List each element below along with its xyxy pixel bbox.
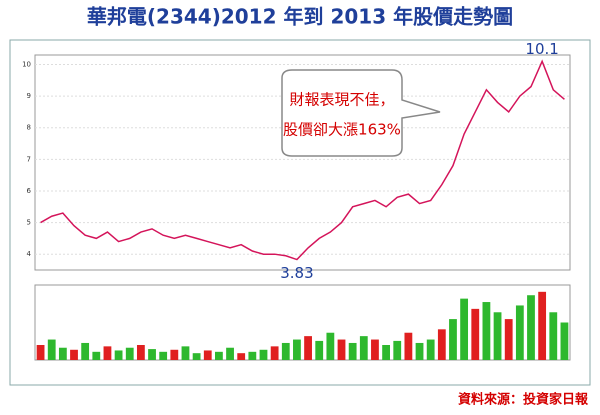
value-label: 3.83 (280, 264, 313, 282)
volume-bar (237, 353, 246, 360)
title: 華邦電(2344)2012 年到 2013 年股價走勢圖 (87, 5, 513, 29)
volume-bar (148, 349, 156, 360)
volume-bar (170, 349, 179, 360)
volume-bar (293, 339, 301, 360)
volume-bar (538, 291, 547, 360)
volume-bar (426, 339, 435, 360)
volume-bar (159, 351, 168, 360)
volume-bar (315, 340, 324, 360)
volume-bar (259, 349, 268, 360)
y-tick-label: 5 (27, 219, 31, 227)
volume-bar (270, 346, 279, 360)
volume-bar (359, 336, 368, 360)
volume-bar (515, 305, 524, 360)
y-tick-label: 10 (22, 60, 31, 68)
volume-bar (136, 345, 145, 360)
volume-bar (348, 342, 357, 360)
volume-bar (103, 346, 112, 360)
volume-bar (493, 312, 502, 360)
volume-bar (58, 347, 67, 360)
volume-bar (504, 319, 513, 360)
volume-bar (371, 339, 379, 360)
volume-bar (437, 329, 446, 360)
volume-bar (449, 319, 457, 360)
y-tick-label: 8 (27, 124, 31, 132)
volume-panel (34, 284, 571, 361)
y-tick-label: 4 (27, 250, 32, 258)
volume-bar (92, 351, 101, 360)
price-line (40, 59, 565, 261)
volume-bar (192, 353, 201, 360)
volume-bar (337, 339, 346, 360)
volume-bar (36, 345, 45, 360)
callout-line: 財報表現不佳， (289, 91, 394, 109)
volume-bar (326, 332, 335, 360)
value-label: 10.1 (525, 40, 558, 58)
volume-bar (527, 295, 535, 360)
y-tick-label: 7 (27, 155, 31, 163)
volume-bar (560, 322, 569, 360)
volume-bar (248, 351, 257, 360)
volume-bar (203, 350, 212, 360)
y-tick-label: 9 (27, 92, 31, 100)
volume-bar (281, 342, 290, 360)
volume-bar (226, 347, 234, 360)
volume-bar (460, 298, 469, 360)
volume-bar (382, 345, 390, 360)
volume-bar (125, 347, 134, 360)
callout-box (281, 69, 441, 157)
volume-bar (70, 349, 78, 360)
volume-bar (181, 346, 190, 360)
volume-bar (415, 342, 424, 360)
callout-line: 股價卻大漲163% (283, 121, 401, 139)
volume-bar (393, 340, 402, 360)
volume-bar (482, 302, 491, 360)
volume-bar (404, 332, 413, 360)
source: 資料來源：投資家日報 (458, 392, 589, 408)
y-tick-label: 6 (27, 187, 32, 195)
volume-bar (215, 351, 223, 360)
volume-bar (81, 342, 90, 360)
volume-bar (114, 350, 123, 360)
volume-bar (304, 336, 312, 360)
volume-bar (47, 339, 56, 360)
volume-bar (471, 308, 480, 360)
volume-bar (549, 312, 558, 360)
